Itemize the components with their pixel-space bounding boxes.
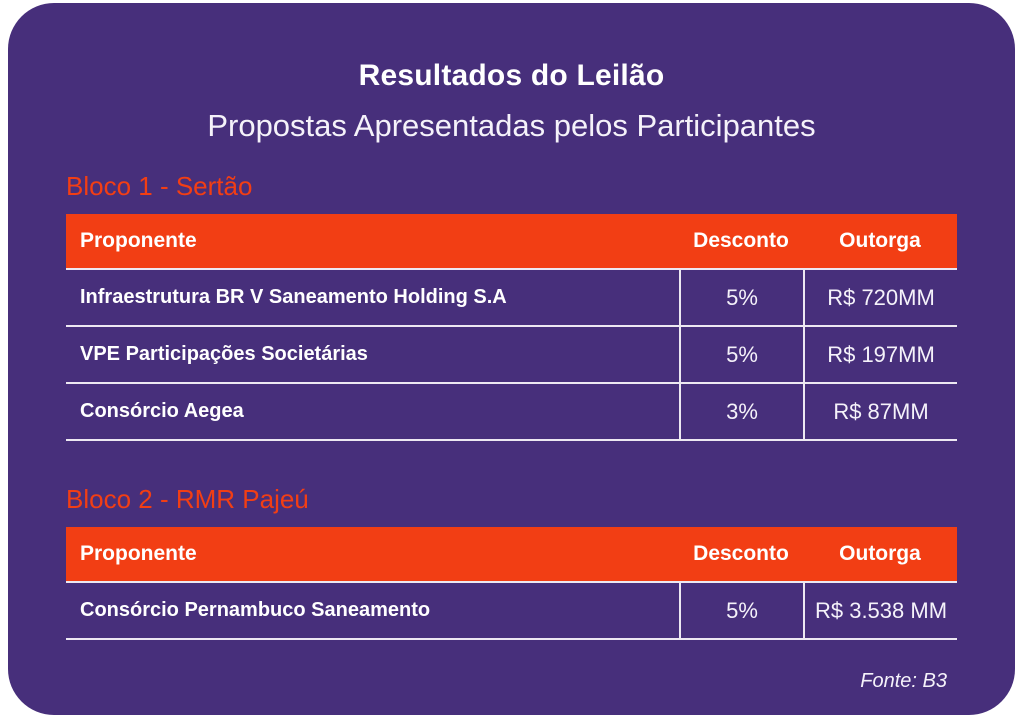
column-header-proponente: Proponente	[80, 229, 197, 252]
cell-outorga: R$ 87MM	[803, 384, 957, 439]
page-title: Resultados do Leilão	[358, 59, 665, 92]
column-header-desconto: Desconto	[693, 229, 789, 252]
table-bloco-2: Proponente Desconto Outorga Consórcio Pe…	[66, 527, 957, 640]
section-bloco-1: Bloco 1 - Sertão Proponente Desconto Out…	[66, 170, 957, 441]
column-header-desconto: Desconto	[693, 542, 789, 565]
table-row: Consórcio Aegea 3% R$ 87MM	[66, 384, 957, 441]
results-card: Resultados do Leilão Propostas Apresenta…	[8, 3, 1015, 715]
cell-proponente: VPE Participações Societárias	[80, 343, 368, 365]
section-bloco-2: Bloco 2 - RMR Pajeú Proponente Desconto …	[66, 483, 957, 640]
table-row: VPE Participações Societárias 5% R$ 197M…	[66, 327, 957, 384]
source-note: Fonte: B3	[860, 670, 947, 692]
cell-proponente: Infraestrutura BR V Saneamento Holding S…	[80, 286, 507, 308]
page-subtitle: Propostas Apresentadas pelos Participant…	[207, 108, 816, 143]
table-header-row: Proponente Desconto Outorga	[66, 527, 957, 583]
table-bloco-1: Proponente Desconto Outorga Infraestrutu…	[66, 214, 957, 441]
cell-desconto: 5%	[679, 327, 803, 382]
section-heading-bloco-2: Bloco 2 - RMR Pajeú	[66, 484, 309, 514]
cell-outorga: R$ 197MM	[803, 327, 957, 382]
cell-desconto: 5%	[679, 583, 803, 638]
cell-proponente: Consórcio Aegea	[80, 400, 244, 422]
table-row: Infraestrutura BR V Saneamento Holding S…	[66, 270, 957, 327]
column-header-outorga: Outorga	[839, 229, 921, 252]
column-header-proponente: Proponente	[80, 542, 197, 565]
cell-desconto: 5%	[679, 270, 803, 325]
section-heading-bloco-1: Bloco 1 - Sertão	[66, 171, 253, 201]
cell-desconto: 3%	[679, 384, 803, 439]
cell-proponente: Consórcio Pernambuco Saneamento	[80, 599, 431, 621]
table-row: Consórcio Pernambuco Saneamento 5% R$ 3.…	[66, 583, 957, 640]
column-header-outorga: Outorga	[839, 542, 921, 565]
table-header-row: Proponente Desconto Outorga	[66, 214, 957, 270]
cell-outorga: R$ 3.538 MM	[803, 583, 957, 638]
cell-outorga: R$ 720MM	[803, 270, 957, 325]
